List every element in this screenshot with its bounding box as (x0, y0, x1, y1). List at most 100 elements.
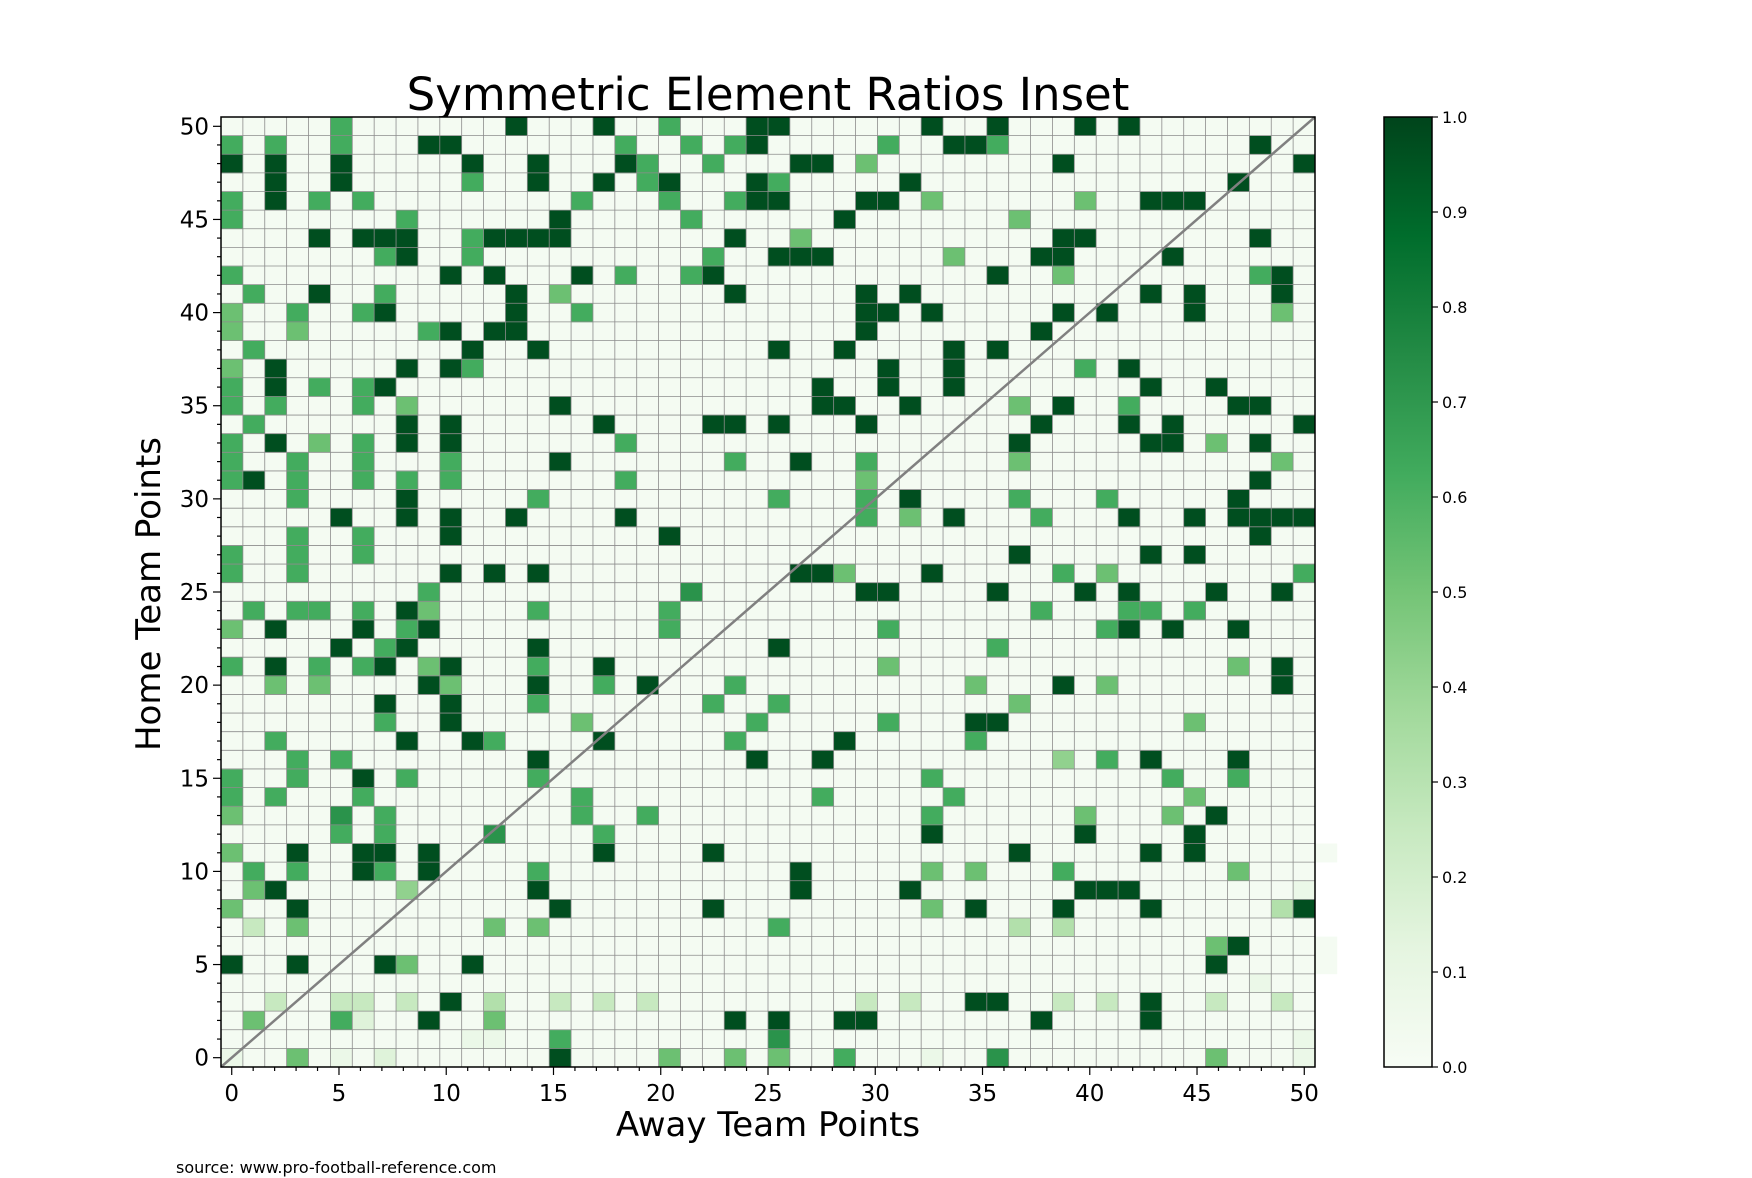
heatmap-cell-22-33 (943, 638, 966, 658)
heatmap-cell-2-46 (1227, 1011, 1250, 1031)
heatmap-cell-43-47 (1249, 247, 1272, 267)
heatmap-cell-33-24 (746, 433, 769, 453)
heatmap-cell-23-14 (527, 619, 550, 639)
heatmap-cell-44-21 (680, 228, 703, 248)
heatmap-cell-31-26 (789, 470, 813, 490)
heatmap-cell-27-5 (330, 545, 353, 565)
heatmap-cell-50-43 (1161, 117, 1185, 136)
heatmap-cell-12-41 (1118, 824, 1141, 844)
heatmap-cell-14-40 (1096, 787, 1119, 807)
heatmap-cell-11-13 (505, 843, 528, 863)
heatmap-cell-34-39 (1074, 415, 1097, 434)
heatmap-cell-17-31 (899, 731, 922, 751)
heatmap-cell-8-6 (352, 899, 375, 919)
heatmap-cell-7-41 (1118, 917, 1141, 937)
heatmap-cell-50-10 (439, 117, 462, 136)
heatmap-cell-25-38 (1052, 582, 1075, 602)
heatmap-cell-43-14 (527, 247, 550, 267)
heatmap-cell-18-10 (439, 713, 462, 733)
heatmap-cell-50-42 (1139, 117, 1163, 136)
heatmap-cell-24-40 (1096, 601, 1119, 621)
heatmap-cell-13-5 (330, 806, 353, 826)
heatmap-cell-11-23 (724, 843, 747, 863)
heatmap-cell-36-21 (680, 377, 703, 397)
heatmap-cell-12-9 (417, 824, 441, 844)
heatmap-cell-43-27 (811, 247, 834, 267)
heatmap-cell-13-31 (899, 806, 922, 826)
heatmap-cell-39-27 (811, 321, 834, 341)
heatmap-cell-49-0 (221, 135, 244, 155)
heatmap-cell-2-0 (221, 1011, 244, 1031)
heatmap-cell-24-49 (1293, 601, 1316, 621)
heatmap-cell-23-37 (1030, 619, 1053, 639)
heatmap-cell-31-9 (417, 470, 441, 490)
heatmap-cell-27-19 (636, 545, 659, 565)
heatmap-cell-44-10 (439, 228, 462, 248)
heatmap-cell-49-29 (855, 135, 878, 155)
heatmap-cell-35-17 (592, 396, 616, 416)
heatmap-cell-18-18 (614, 713, 638, 733)
heatmap-cell-35-5 (330, 396, 353, 416)
heatmap-cell-49-30 (877, 135, 900, 155)
heatmap-cell-4-40 (1096, 973, 1119, 993)
heatmap-cell-28-32 (921, 526, 944, 546)
heatmap-cell-6-35 (986, 936, 1009, 956)
heatmap-cell-38-35 (986, 340, 1009, 360)
heatmap-cell-26-9 (417, 564, 441, 583)
heatmap-cell-7-1 (242, 917, 266, 937)
heatmap-cell-18-11 (461, 713, 484, 733)
heatmap-cell-25-29 (855, 582, 878, 602)
heatmap-cell-26-2 (264, 564, 287, 583)
heatmap-cell-34-38 (1052, 415, 1075, 434)
heatmap-cell-49-22 (702, 135, 725, 155)
heatmap-cell-46-36 (1008, 191, 1031, 211)
heatmap-cell-0-24 (746, 1048, 769, 1068)
heatmap-cell-6-13 (505, 936, 528, 956)
heatmap-cell-24-10 (439, 601, 462, 621)
heatmap-cell-21-37 (1030, 657, 1053, 677)
heatmap-cell-45-23 (724, 210, 747, 230)
heatmap-cell-28-38 (1052, 526, 1075, 546)
heatmap-cell-42-38 (1052, 266, 1075, 285)
heatmap-cell-41-32 (921, 284, 944, 304)
heatmap-cell-9-35 (986, 880, 1009, 900)
heatmap-cell-33-31 (899, 433, 922, 453)
heatmap-cell-41-42 (1139, 284, 1163, 304)
heatmap-cell-44-17 (592, 228, 616, 248)
heatmap-cell-19-23 (724, 694, 747, 714)
heatmap-cell-16-32 (921, 750, 944, 770)
heatmap-cell-9-8 (396, 880, 419, 900)
heatmap-cell-2-32 (921, 1011, 944, 1031)
heatmap-cell-16-11 (461, 750, 484, 770)
heatmap-cell-4-27 (811, 973, 834, 993)
heatmap-cell-29-39 (1074, 508, 1097, 528)
heatmap-cell-42-23 (724, 266, 747, 285)
heatmap-cell-34-11 (461, 415, 484, 434)
heatmap-cell-29-35 (986, 508, 1009, 528)
heatmap-cell-27-7 (374, 545, 397, 565)
heatmap-cell-25-33 (943, 582, 966, 602)
heatmap-cell-33-49 (1293, 433, 1316, 453)
heatmap-cell-45-22 (702, 210, 725, 230)
heatmap-cell-26-23 (724, 564, 747, 583)
heatmap-cell-39-17 (592, 321, 616, 341)
heatmap-cell-35-28 (833, 396, 856, 416)
heatmap-cell-14-14 (527, 787, 550, 807)
heatmap-cell-40-4 (308, 303, 331, 323)
heatmap-cell-21-40 (1096, 657, 1119, 677)
heatmap-cell-14-29 (855, 787, 878, 807)
heatmap-cell-9-7 (374, 880, 397, 900)
heatmap-cell-30-43 (1161, 489, 1185, 509)
heatmap-cell-38-16 (571, 340, 594, 360)
heatmap-cell-23-49 (1293, 619, 1316, 639)
heatmap-cell-1-11 (461, 1029, 484, 1049)
heatmap-cell-18-5 (330, 713, 353, 733)
heatmap-cell-21-31 (899, 657, 922, 677)
heatmap-cell-4-32 (921, 973, 944, 993)
heatmap-cell-10-10 (439, 862, 462, 882)
heatmap-cell-44-15 (549, 228, 572, 248)
heatmap-cell-46-28 (833, 191, 856, 211)
heatmap-cell-27-32 (921, 545, 944, 565)
heatmap-cell-3-1 (242, 992, 266, 1012)
heatmap-cell-38-26 (789, 340, 813, 360)
